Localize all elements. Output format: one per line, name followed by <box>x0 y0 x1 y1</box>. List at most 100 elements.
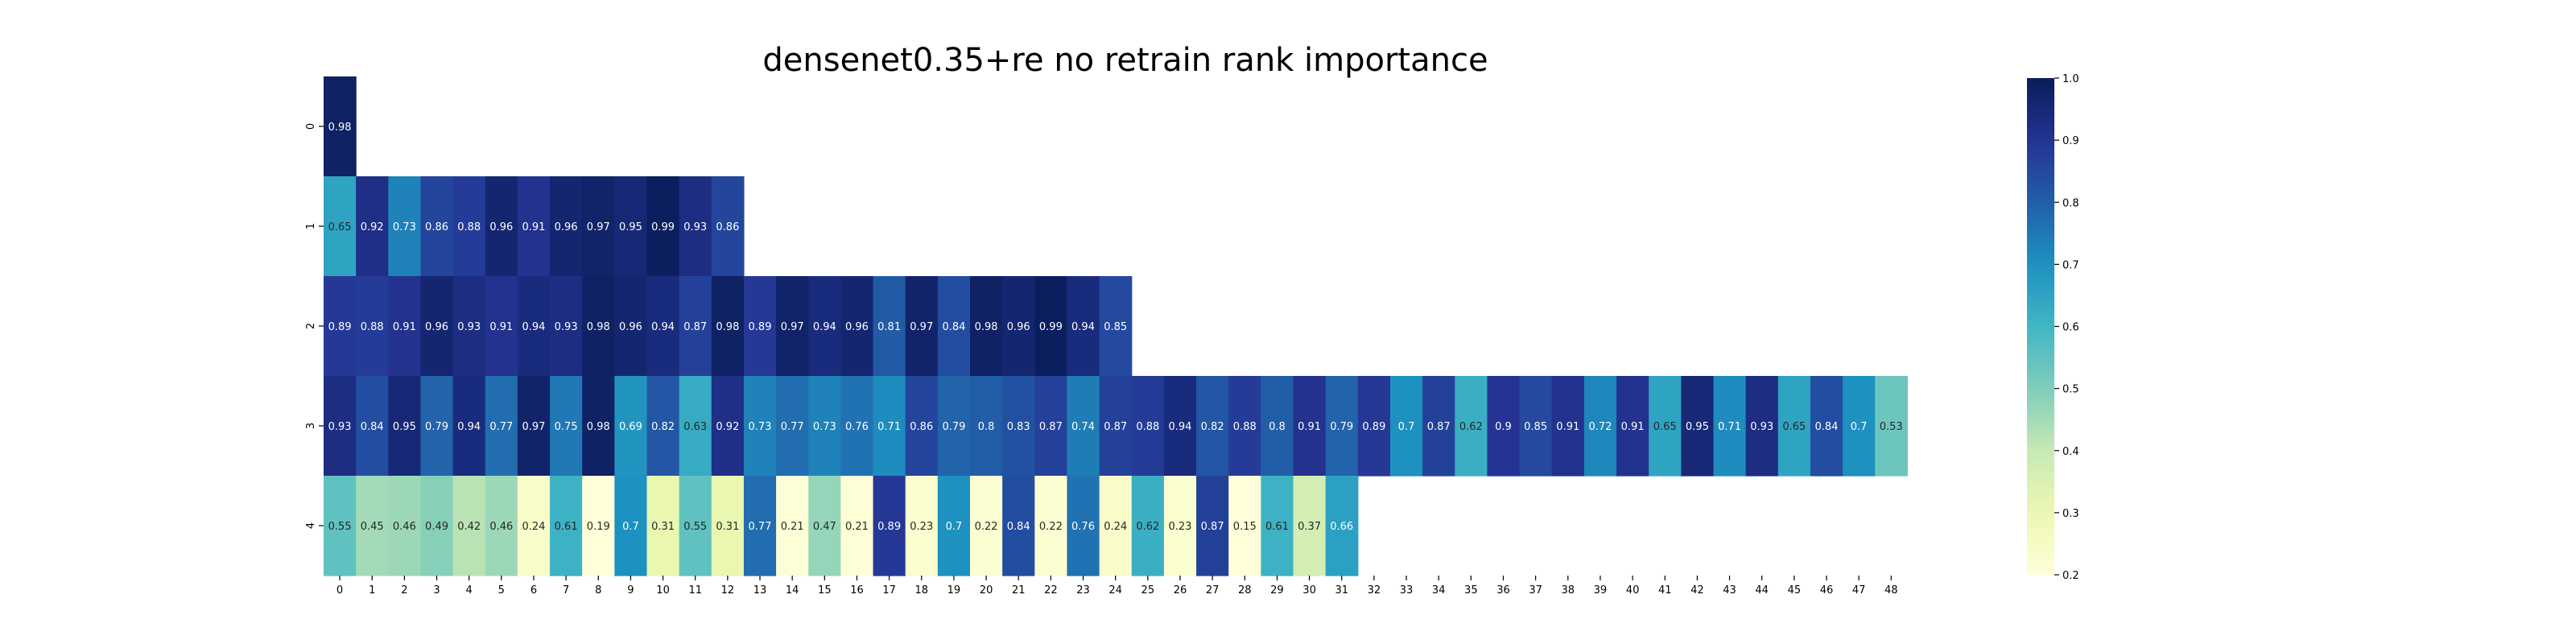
x-tick-label: 41 <box>1658 584 1672 597</box>
cell-value-label: 0.97 <box>910 321 933 333</box>
cell-value-label: 0.7 <box>946 521 963 533</box>
colorbar-tick-label: 0.4 <box>2062 446 2079 458</box>
heatmap-cell <box>1616 376 1649 477</box>
cell-value-label: 0.85 <box>1524 421 1547 433</box>
cell-value-label: 0.92 <box>361 221 384 233</box>
cell-value-label: 0.85 <box>1104 321 1127 333</box>
heatmap-cell <box>550 276 583 377</box>
x-tick-label: 7 <box>563 584 569 597</box>
heatmap-cell <box>808 376 841 477</box>
heatmap-cell <box>452 476 486 576</box>
heatmap-cell <box>1163 476 1197 576</box>
cell-value-label: 0.93 <box>328 421 352 433</box>
cell-value-label: 0.91 <box>393 321 416 333</box>
heatmap-cell <box>840 476 874 576</box>
heatmap-cell <box>1131 376 1165 477</box>
cell-value-label: 0.89 <box>328 321 352 333</box>
cell-value-label: 0.87 <box>1104 421 1127 433</box>
heatmap-cell <box>1551 376 1585 477</box>
heatmap-cell <box>711 176 745 277</box>
heatmap-cell <box>1293 376 1327 477</box>
cell-value-label: 0.47 <box>813 521 836 533</box>
heatmap-cell <box>646 476 680 576</box>
cell-value-label: 0.91 <box>522 221 546 233</box>
colorbar: 0.2 0.3 0.4 0.5 0.6 0.7 0.8 0.9 1.0 <box>2027 73 2079 582</box>
heatmap-cell <box>776 476 809 576</box>
x-tick-label: 13 <box>753 584 767 597</box>
cell-value-label: 0.88 <box>457 221 481 233</box>
x-tick-label: 23 <box>1076 584 1090 597</box>
cell-value-label: 0.8 <box>1269 421 1286 433</box>
heatmap-cell <box>1325 476 1359 576</box>
cell-value-label: 0.61 <box>1265 521 1289 533</box>
cell-value-label: 0.88 <box>1233 421 1257 433</box>
heatmap-cell <box>840 376 874 477</box>
cell-value-label: 0.76 <box>1071 521 1095 533</box>
heatmap-cell <box>1843 376 1876 477</box>
colorbar-tick-label: 1.0 <box>2062 73 2079 85</box>
heatmap-cell <box>1357 376 1391 477</box>
heatmap-cell <box>776 276 809 377</box>
cell-value-label: 0.21 <box>781 521 804 533</box>
cell-value-label: 0.96 <box>489 221 513 233</box>
cell-value-label: 0.63 <box>683 421 707 433</box>
cell-value-label: 0.92 <box>716 421 739 433</box>
x-tick-label: 36 <box>1496 584 1510 597</box>
cell-value-label: 0.77 <box>781 421 804 433</box>
heatmap-cell <box>873 276 906 377</box>
cell-value-label: 0.66 <box>1330 521 1353 533</box>
heatmap-cell <box>356 476 389 576</box>
heatmap-cell <box>1583 376 1617 477</box>
cell-value-label: 0.45 <box>361 521 384 533</box>
x-tick-label: 34 <box>1432 584 1446 597</box>
x-tick-label: 35 <box>1464 584 1478 597</box>
x-tick-label: 40 <box>1626 584 1640 597</box>
heatmap-cell <box>776 376 809 477</box>
x-tick-label: 44 <box>1755 584 1769 597</box>
cell-value-label: 0.96 <box>1007 321 1030 333</box>
cell-value-label: 0.53 <box>1880 421 1903 433</box>
heatmap-cell <box>1875 376 1908 477</box>
colorbar-gradient <box>2027 78 2054 575</box>
x-tick-label: 43 <box>1723 584 1736 597</box>
cell-value-label: 0.55 <box>683 521 707 533</box>
cell-value-label: 0.81 <box>877 321 901 333</box>
cell-value-label: 0.88 <box>361 321 384 333</box>
heatmap-cell <box>517 176 551 277</box>
heatmap-cell <box>711 276 745 377</box>
heatmap-cell <box>1196 476 1229 576</box>
heatmap-cell <box>1034 376 1068 477</box>
x-tick-label: 18 <box>915 584 929 597</box>
cell-value-label: 0.69 <box>619 421 642 433</box>
heatmap-cell <box>970 276 1003 377</box>
heatmap-cell <box>1325 376 1359 477</box>
heatmap-cell <box>324 76 357 177</box>
x-tick-label: 14 <box>786 584 799 597</box>
heatmap-cell <box>614 376 648 477</box>
heatmap-cell <box>679 376 712 477</box>
cell-value-label: 0.31 <box>651 521 675 533</box>
cell-value-label: 0.98 <box>975 321 998 333</box>
colorbar-tick-label: 0.6 <box>2062 322 2079 334</box>
cell-value-label: 0.94 <box>1168 421 1191 433</box>
heatmap-cell <box>679 476 712 576</box>
x-tick-label: 12 <box>721 584 735 597</box>
x-tick-label: 11 <box>688 584 702 597</box>
heatmap-cell <box>1519 376 1553 477</box>
colorbar-tick-label: 0.5 <box>2062 384 2079 396</box>
x-tick-label: 28 <box>1238 584 1252 597</box>
cell-value-label: 0.91 <box>489 321 513 333</box>
cell-value-label: 0.98 <box>587 321 610 333</box>
cell-value-label: 0.79 <box>1330 421 1353 433</box>
x-tick-label: 24 <box>1108 584 1122 597</box>
x-tick-label: 19 <box>947 584 961 597</box>
heatmap-cell <box>970 476 1003 576</box>
heatmap-cell <box>1002 276 1035 377</box>
heatmap-cell <box>840 276 874 377</box>
x-axis: 0 1 2 3 4 5 6 7 8 9 10 11 12 13 14 15 16 17 18 19 20 21 22 23 24… <box>336 576 1898 597</box>
heatmap-cell <box>646 176 680 277</box>
heatmap-cell <box>1099 276 1133 377</box>
heatmap-cell <box>1810 376 1843 477</box>
heatmap-cell <box>1713 376 1747 477</box>
heatmap-cell <box>1745 376 1779 477</box>
